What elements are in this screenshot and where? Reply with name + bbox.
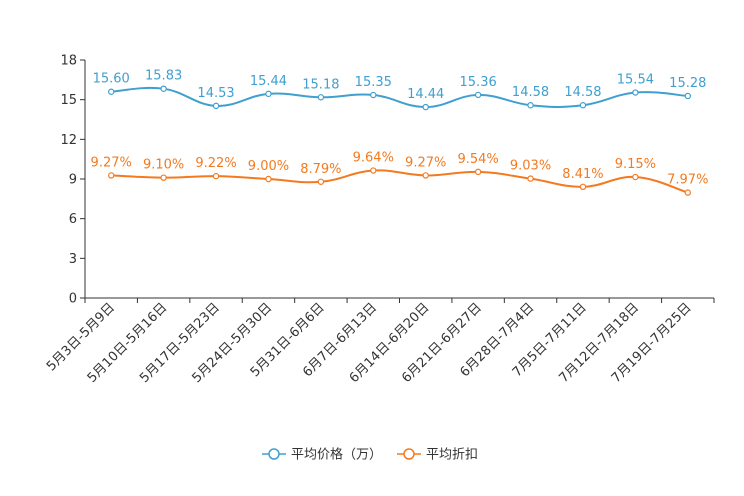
data-point bbox=[265, 175, 272, 183]
data-label: 9.03% bbox=[510, 159, 551, 174]
data-point bbox=[422, 172, 429, 179]
y-tick-label: 18 bbox=[60, 54, 77, 69]
legend-marker-icon bbox=[268, 448, 280, 460]
data-label: 9.27% bbox=[91, 155, 132, 170]
data-point bbox=[527, 102, 534, 109]
data-label: 15.83 bbox=[145, 69, 182, 84]
data-label: 14.58 bbox=[512, 85, 549, 100]
data-label: 15.18 bbox=[302, 77, 339, 92]
y-tick-label: 9 bbox=[69, 173, 77, 188]
data-point bbox=[684, 189, 691, 196]
data-label: 14.58 bbox=[564, 85, 601, 100]
legend-item-1[interactable]: 平均折扣 bbox=[397, 448, 478, 463]
data-label: 7.97% bbox=[667, 173, 708, 188]
data-label: 8.41% bbox=[562, 167, 603, 182]
data-point bbox=[265, 90, 272, 98]
data-point bbox=[579, 102, 587, 109]
data-point bbox=[317, 178, 325, 185]
data-point bbox=[212, 172, 220, 180]
data-point bbox=[160, 85, 167, 92]
legend-item-0[interactable]: 平均价格（万） bbox=[262, 447, 382, 463]
data-label: 9.54% bbox=[457, 152, 498, 167]
chart-axes: 03691215185月3日-5月9日5月10日-5月16日5月17日-5月23… bbox=[44, 54, 715, 386]
data-label: 9.10% bbox=[143, 158, 184, 173]
data-point bbox=[632, 89, 639, 96]
y-tick-label: 3 bbox=[69, 252, 77, 267]
data-point bbox=[684, 92, 691, 100]
data-label: 9.27% bbox=[405, 155, 446, 170]
y-tick-label: 12 bbox=[60, 133, 77, 148]
data-point bbox=[160, 174, 167, 181]
chart-series: 15.60 15.83 14.53 15.44 15.18 15.35 14.44 15.36… bbox=[91, 69, 708, 196]
data-label: 15.35 bbox=[355, 75, 392, 90]
data-label: 15.54 bbox=[617, 73, 654, 88]
data-label: 8.79% bbox=[300, 162, 341, 177]
y-tick-label: 6 bbox=[69, 212, 77, 227]
data-point bbox=[632, 173, 639, 181]
data-point bbox=[108, 172, 115, 179]
data-point bbox=[370, 167, 377, 174]
series-line-0 bbox=[111, 86, 688, 109]
data-point bbox=[527, 175, 534, 182]
data-label: 9.15% bbox=[615, 157, 656, 172]
data-point bbox=[422, 103, 429, 111]
data-point bbox=[108, 88, 115, 95]
legend-label: 平均价格（万） bbox=[291, 447, 382, 463]
data-label: 14.53 bbox=[197, 86, 234, 101]
data-label: 15.44 bbox=[250, 74, 287, 89]
legend-marker-icon bbox=[403, 448, 415, 460]
data-point bbox=[474, 91, 482, 99]
data-point bbox=[317, 94, 325, 101]
data-label: 15.36 bbox=[460, 75, 497, 90]
data-label: 9.00% bbox=[248, 159, 289, 174]
series-line-1 bbox=[111, 169, 689, 194]
data-point bbox=[474, 168, 482, 176]
data-label: 9.64% bbox=[353, 151, 394, 166]
data-point bbox=[579, 183, 587, 191]
data-point bbox=[370, 91, 377, 99]
data-label: 15.28 bbox=[669, 76, 706, 91]
y-tick-label: 0 bbox=[69, 292, 77, 307]
data-label: 14.44 bbox=[407, 87, 444, 102]
data-label: 9.22% bbox=[195, 156, 236, 171]
chart-legend[interactable]: 平均价格（万） 平均折扣 bbox=[262, 447, 478, 463]
data-label: 15.60 bbox=[93, 72, 130, 87]
y-tick-label: 15 bbox=[60, 93, 77, 108]
data-point bbox=[212, 102, 220, 110]
legend-label: 平均折扣 bbox=[426, 448, 478, 463]
